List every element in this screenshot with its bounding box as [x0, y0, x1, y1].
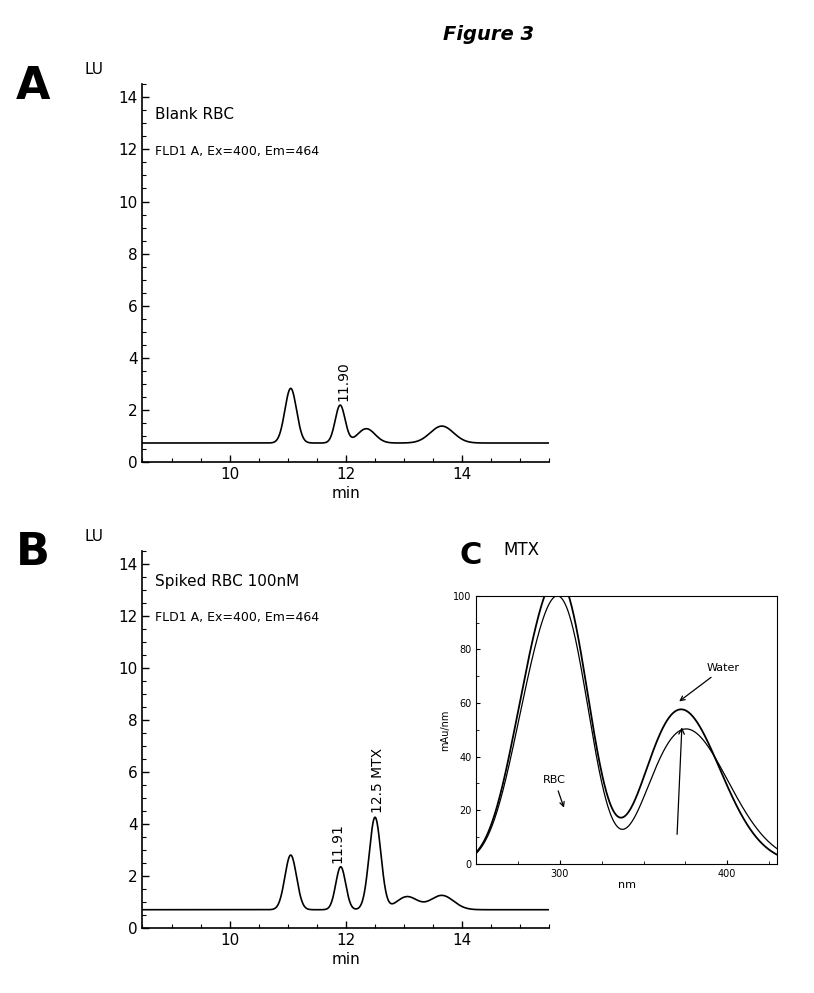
X-axis label: nm: nm	[618, 880, 636, 890]
Text: Spiked RBC 100nM: Spiked RBC 100nM	[155, 574, 299, 589]
Text: Figure 3: Figure 3	[443, 25, 534, 44]
Text: B: B	[16, 531, 50, 574]
X-axis label: min: min	[331, 952, 361, 967]
Text: 12.5 MTX: 12.5 MTX	[371, 749, 385, 813]
Text: MTX: MTX	[503, 541, 539, 559]
Text: FLD1 A, Ex=400, Em=464: FLD1 A, Ex=400, Em=464	[155, 612, 319, 625]
Text: RBC: RBC	[543, 776, 566, 806]
Text: FLD1 A, Ex=400, Em=464: FLD1 A, Ex=400, Em=464	[155, 145, 319, 158]
Text: A: A	[16, 65, 50, 107]
X-axis label: min: min	[331, 486, 361, 500]
Text: Water: Water	[681, 663, 740, 700]
Text: 11.91: 11.91	[330, 823, 344, 863]
Text: LU: LU	[84, 528, 103, 543]
Text: LU: LU	[84, 62, 103, 76]
Y-axis label: mAu/nm: mAu/nm	[440, 709, 450, 751]
Text: C: C	[460, 541, 482, 570]
Text: Blank RBC: Blank RBC	[155, 107, 234, 122]
Text: 11.90: 11.90	[336, 361, 350, 401]
